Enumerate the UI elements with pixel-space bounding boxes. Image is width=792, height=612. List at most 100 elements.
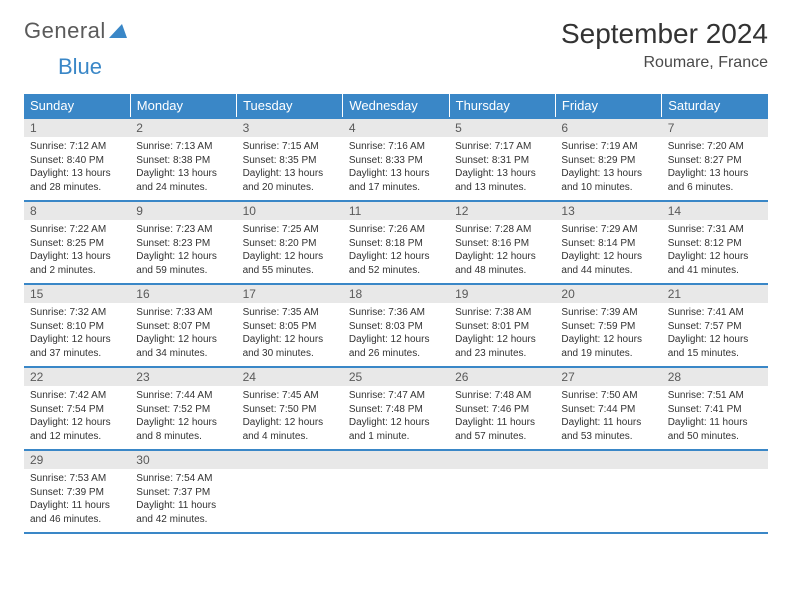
day-details: [237, 469, 343, 527]
sunrise-text: Sunrise: 7:12 AM: [30, 140, 124, 154]
day-cell: 20Sunrise: 7:39 AMSunset: 7:59 PMDayligh…: [555, 284, 661, 367]
location: Roumare, France: [561, 54, 768, 72]
day-number: 30: [130, 451, 236, 469]
sunset-text: Sunset: 8:29 PM: [561, 154, 655, 168]
sunset-text: Sunset: 8:12 PM: [668, 237, 762, 251]
day-number: 18: [343, 285, 449, 303]
daylight-text: and 12 minutes.: [30, 430, 124, 444]
sunset-text: Sunset: 8:40 PM: [30, 154, 124, 168]
daylight-text: Daylight: 12 hours: [455, 333, 549, 347]
daylight-text: Daylight: 12 hours: [243, 250, 337, 264]
sunrise-text: Sunrise: 7:32 AM: [30, 306, 124, 320]
day-number: 5: [449, 119, 555, 137]
day-details: Sunrise: 7:25 AMSunset: 8:20 PMDaylight:…: [237, 220, 343, 283]
sunset-text: Sunset: 8:05 PM: [243, 320, 337, 334]
daylight-text: Daylight: 11 hours: [136, 499, 230, 513]
sunrise-text: Sunrise: 7:26 AM: [349, 223, 443, 237]
daylight-text: and 50 minutes.: [668, 430, 762, 444]
daylight-text: Daylight: 13 hours: [30, 167, 124, 181]
daylight-text: and 46 minutes.: [30, 513, 124, 527]
day-number: 3: [237, 119, 343, 137]
day-number: 6: [555, 119, 661, 137]
daylight-text: and 20 minutes.: [243, 181, 337, 195]
day-cell: 13Sunrise: 7:29 AMSunset: 8:14 PMDayligh…: [555, 201, 661, 284]
sunset-text: Sunset: 7:39 PM: [30, 486, 124, 500]
day-number: 2: [130, 119, 236, 137]
daylight-text: and 2 minutes.: [30, 264, 124, 278]
day-cell: [237, 450, 343, 533]
sunrise-text: Sunrise: 7:13 AM: [136, 140, 230, 154]
day-details: Sunrise: 7:33 AMSunset: 8:07 PMDaylight:…: [130, 303, 236, 366]
day-cell: 4Sunrise: 7:16 AMSunset: 8:33 PMDaylight…: [343, 118, 449, 201]
sunset-text: Sunset: 8:03 PM: [349, 320, 443, 334]
sunset-text: Sunset: 8:31 PM: [455, 154, 549, 168]
day-cell: 27Sunrise: 7:50 AMSunset: 7:44 PMDayligh…: [555, 367, 661, 450]
calendar-body: 1Sunrise: 7:12 AMSunset: 8:40 PMDaylight…: [24, 118, 768, 533]
sunrise-text: Sunrise: 7:25 AM: [243, 223, 337, 237]
sunrise-text: Sunrise: 7:39 AM: [561, 306, 655, 320]
daylight-text: and 42 minutes.: [136, 513, 230, 527]
daylight-text: and 44 minutes.: [561, 264, 655, 278]
sunrise-text: Sunrise: 7:33 AM: [136, 306, 230, 320]
day-number: [662, 451, 768, 469]
daylight-text: and 1 minute.: [349, 430, 443, 444]
day-number: 11: [343, 202, 449, 220]
day-details: Sunrise: 7:36 AMSunset: 8:03 PMDaylight:…: [343, 303, 449, 366]
sunrise-text: Sunrise: 7:22 AM: [30, 223, 124, 237]
weekday-header: Thursday: [449, 94, 555, 118]
day-cell: 5Sunrise: 7:17 AMSunset: 8:31 PMDaylight…: [449, 118, 555, 201]
sunrise-text: Sunrise: 7:42 AM: [30, 389, 124, 403]
daylight-text: and 6 minutes.: [668, 181, 762, 195]
sunrise-text: Sunrise: 7:35 AM: [243, 306, 337, 320]
logo: General: [24, 18, 127, 44]
sunrise-text: Sunrise: 7:38 AM: [455, 306, 549, 320]
day-number: [343, 451, 449, 469]
day-number: [237, 451, 343, 469]
day-cell: 17Sunrise: 7:35 AMSunset: 8:05 PMDayligh…: [237, 284, 343, 367]
calendar-table: Sunday Monday Tuesday Wednesday Thursday…: [24, 94, 768, 534]
daylight-text: Daylight: 13 hours: [30, 250, 124, 264]
logo-text-blue: Blue: [58, 54, 102, 79]
daylight-text: Daylight: 12 hours: [668, 333, 762, 347]
daylight-text: and 4 minutes.: [243, 430, 337, 444]
sunset-text: Sunset: 8:35 PM: [243, 154, 337, 168]
day-details: [662, 469, 768, 527]
daylight-text: and 59 minutes.: [136, 264, 230, 278]
daylight-text: Daylight: 13 hours: [561, 167, 655, 181]
sunset-text: Sunset: 7:57 PM: [668, 320, 762, 334]
sunrise-text: Sunrise: 7:36 AM: [349, 306, 443, 320]
sunrise-text: Sunrise: 7:20 AM: [668, 140, 762, 154]
day-cell: 26Sunrise: 7:48 AMSunset: 7:46 PMDayligh…: [449, 367, 555, 450]
daylight-text: Daylight: 11 hours: [30, 499, 124, 513]
sunrise-text: Sunrise: 7:16 AM: [349, 140, 443, 154]
daylight-text: and 28 minutes.: [30, 181, 124, 195]
daylight-text: Daylight: 12 hours: [561, 333, 655, 347]
day-details: Sunrise: 7:45 AMSunset: 7:50 PMDaylight:…: [237, 386, 343, 449]
day-cell: 3Sunrise: 7:15 AMSunset: 8:35 PMDaylight…: [237, 118, 343, 201]
day-details: Sunrise: 7:22 AMSunset: 8:25 PMDaylight:…: [24, 220, 130, 283]
day-details: Sunrise: 7:48 AMSunset: 7:46 PMDaylight:…: [449, 386, 555, 449]
day-number: 21: [662, 285, 768, 303]
sunrise-text: Sunrise: 7:41 AM: [668, 306, 762, 320]
sunset-text: Sunset: 8:07 PM: [136, 320, 230, 334]
day-cell: 15Sunrise: 7:32 AMSunset: 8:10 PMDayligh…: [24, 284, 130, 367]
daylight-text: Daylight: 12 hours: [349, 333, 443, 347]
day-details: Sunrise: 7:54 AMSunset: 7:37 PMDaylight:…: [130, 469, 236, 532]
sunrise-text: Sunrise: 7:23 AM: [136, 223, 230, 237]
sunrise-text: Sunrise: 7:31 AM: [668, 223, 762, 237]
day-cell: 30Sunrise: 7:54 AMSunset: 7:37 PMDayligh…: [130, 450, 236, 533]
sunset-text: Sunset: 7:41 PM: [668, 403, 762, 417]
day-cell: 1Sunrise: 7:12 AMSunset: 8:40 PMDaylight…: [24, 118, 130, 201]
day-details: Sunrise: 7:13 AMSunset: 8:38 PMDaylight:…: [130, 137, 236, 200]
day-number: 8: [24, 202, 130, 220]
daylight-text: Daylight: 12 hours: [30, 333, 124, 347]
daylight-text: and 53 minutes.: [561, 430, 655, 444]
day-number: [555, 451, 661, 469]
sunset-text: Sunset: 8:27 PM: [668, 154, 762, 168]
daylight-text: and 15 minutes.: [668, 347, 762, 361]
day-cell: 11Sunrise: 7:26 AMSunset: 8:18 PMDayligh…: [343, 201, 449, 284]
sunrise-text: Sunrise: 7:51 AM: [668, 389, 762, 403]
sunset-text: Sunset: 7:37 PM: [136, 486, 230, 500]
sunrise-text: Sunrise: 7:44 AM: [136, 389, 230, 403]
day-cell: 29Sunrise: 7:53 AMSunset: 7:39 PMDayligh…: [24, 450, 130, 533]
